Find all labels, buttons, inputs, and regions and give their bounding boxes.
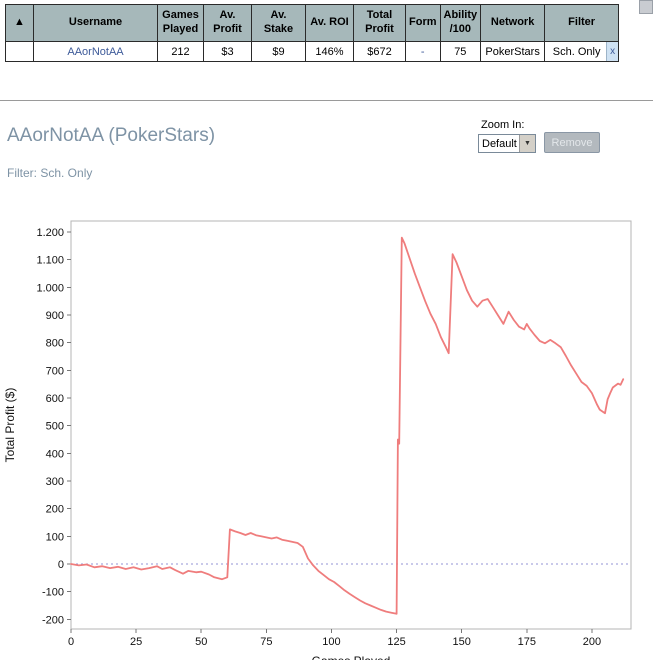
zoom-select[interactable]: Default ▼ [478,134,536,153]
col-form[interactable]: Form [405,4,441,42]
col-filter[interactable]: Filter [544,4,620,42]
svg-text:600: 600 [46,393,64,405]
svg-text:1.200: 1.200 [36,227,64,239]
svg-text:700: 700 [46,365,64,377]
svg-text:75: 75 [260,636,272,648]
filter-value: Sch. Only [552,45,601,58]
cell-total-profit: $672 [353,41,406,62]
svg-text:-100: -100 [42,587,64,599]
cell-filter: Sch. Only x [544,41,620,62]
player-stats-table: ▲ Username Games Played Av. Profit Av. S… [5,4,620,62]
svg-text:100: 100 [322,636,340,648]
profit-chart: -200 -100 0 100 200 300 400 500 600 700 800 900 1.00… [0,208,653,660]
svg-text:100: 100 [46,531,64,543]
page-title: AAorNotAA (PokerStars) [7,125,216,146]
chevron-down-icon: ▼ [519,135,535,152]
svg-text:0: 0 [58,559,64,571]
cell-av-profit: $3 [203,41,252,62]
svg-text:175: 175 [518,636,536,648]
divider [0,100,653,101]
remove-filter-button[interactable]: x [606,42,618,61]
svg-text:0: 0 [68,636,74,648]
svg-text:-200: -200 [42,614,64,626]
svg-text:1.100: 1.100 [36,255,64,267]
svg-text:200: 200 [583,636,601,648]
svg-text:Games Played: Games Played [312,654,391,660]
cell-ability: 75 [439,41,482,62]
form-link[interactable]: - [405,41,441,62]
cell-av-stake: $9 [251,41,306,62]
col-av-stake[interactable]: Av. Stake [251,4,306,42]
col-games-played[interactable]: Games Played [157,4,204,42]
svg-text:150: 150 [453,636,471,648]
svg-text:800: 800 [46,338,64,350]
cell-games-played: 212 [157,41,204,62]
cell-sort [5,41,34,62]
col-av-profit[interactable]: Av. Profit [203,4,252,42]
svg-text:300: 300 [46,476,64,488]
col-network[interactable]: Network [480,4,546,42]
svg-text:900: 900 [46,310,64,322]
svg-text:500: 500 [46,421,64,433]
svg-text:Total Profit ($): Total Profit ($) [3,388,17,463]
scrollbar-corner[interactable] [639,0,653,14]
remove-button[interactable]: Remove [544,132,600,153]
col-total-profit[interactable]: Total Profit [353,4,406,42]
cell-av-roi: 146% [305,41,354,62]
svg-text:1.000: 1.000 [36,282,64,294]
cell-network: PokerStars [480,41,546,62]
svg-text:400: 400 [46,448,64,460]
zoom-in-label: Zoom In: [481,119,525,131]
sort-arrow-icon[interactable]: ▲ [5,4,34,42]
svg-text:50: 50 [195,636,207,648]
table-row: AAorNotAA 212 $3 $9 146% $672 - 75 Poker… [5,41,620,62]
zoom-select-value: Default [482,137,517,150]
col-ability[interactable]: Ability /100 [439,4,482,42]
table-header-row: ▲ Username Games Played Av. Profit Av. S… [5,4,620,42]
svg-text:25: 25 [130,636,142,648]
col-username[interactable]: Username [33,4,158,42]
svg-text:125: 125 [387,636,405,648]
col-av-roi[interactable]: Av. ROI [305,4,354,42]
svg-text:200: 200 [46,504,64,516]
filter-line: Filter: Sch. Only [7,166,93,180]
username-link[interactable]: AAorNotAA [33,41,158,62]
